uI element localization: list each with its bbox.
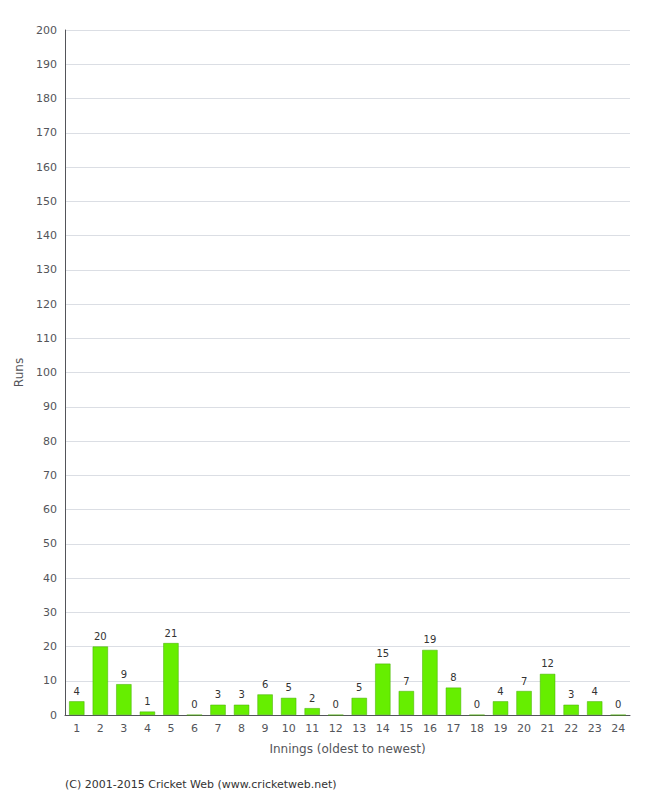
svg-text:110: 110	[36, 332, 57, 345]
svg-text:100: 100	[36, 366, 57, 379]
svg-text:6: 6	[262, 679, 268, 690]
svg-text:0: 0	[191, 699, 197, 710]
svg-text:19: 19	[424, 634, 437, 645]
svg-text:1: 1	[73, 722, 80, 735]
svg-text:0: 0	[615, 699, 621, 710]
svg-text:3: 3	[238, 689, 244, 700]
svg-text:8: 8	[450, 672, 456, 683]
svg-text:15: 15	[376, 648, 389, 659]
svg-text:30: 30	[43, 606, 57, 619]
svg-text:1: 1	[144, 696, 150, 707]
svg-text:50: 50	[43, 537, 57, 550]
svg-text:4: 4	[497, 686, 503, 697]
svg-text:22: 22	[564, 722, 578, 735]
svg-text:80: 80	[43, 435, 57, 448]
svg-text:2: 2	[97, 722, 104, 735]
svg-text:19: 19	[494, 722, 508, 735]
svg-text:120: 120	[36, 298, 57, 311]
svg-text:14: 14	[376, 722, 390, 735]
svg-text:0: 0	[474, 699, 480, 710]
svg-text:3: 3	[568, 689, 574, 700]
svg-text:20: 20	[517, 722, 531, 735]
svg-text:21: 21	[165, 628, 178, 639]
svg-text:150: 150	[36, 195, 57, 208]
svg-text:21: 21	[541, 722, 555, 735]
svg-text:24: 24	[611, 722, 625, 735]
svg-text:12: 12	[329, 722, 343, 735]
svg-text:130: 130	[36, 263, 57, 276]
svg-text:5: 5	[167, 722, 174, 735]
svg-text:0: 0	[50, 709, 57, 722]
svg-text:140: 140	[36, 229, 57, 242]
svg-text:7: 7	[403, 676, 409, 687]
svg-text:6: 6	[191, 722, 198, 735]
svg-text:7: 7	[215, 722, 222, 735]
svg-text:90: 90	[43, 400, 57, 413]
svg-text:17: 17	[446, 722, 460, 735]
svg-text:60: 60	[43, 503, 57, 516]
svg-text:12: 12	[541, 658, 554, 669]
svg-text:200: 200	[36, 24, 57, 37]
svg-text:7: 7	[521, 676, 527, 687]
svg-text:(C) 2001-2015 Cricket Web (www: (C) 2001-2015 Cricket Web (www.cricketwe…	[65, 778, 337, 791]
svg-text:13: 13	[352, 722, 366, 735]
svg-text:9: 9	[121, 669, 127, 680]
svg-text:170: 170	[36, 126, 57, 139]
svg-text:16: 16	[423, 722, 437, 735]
svg-text:190: 190	[36, 58, 57, 71]
svg-text:23: 23	[588, 722, 602, 735]
svg-text:5: 5	[356, 682, 362, 693]
svg-text:8: 8	[238, 722, 245, 735]
svg-text:4: 4	[144, 722, 151, 735]
svg-text:20: 20	[94, 631, 107, 642]
svg-text:70: 70	[43, 469, 57, 482]
svg-text:20: 20	[43, 640, 57, 653]
svg-text:40: 40	[43, 572, 57, 585]
svg-text:5: 5	[285, 682, 291, 693]
svg-text:180: 180	[36, 92, 57, 105]
svg-text:18: 18	[470, 722, 484, 735]
svg-text:9: 9	[262, 722, 269, 735]
svg-text:160: 160	[36, 161, 57, 174]
svg-text:3: 3	[120, 722, 127, 735]
svg-text:15: 15	[399, 722, 413, 735]
svg-text:11: 11	[305, 722, 319, 735]
svg-text:2: 2	[309, 693, 315, 704]
svg-text:0: 0	[333, 699, 339, 710]
svg-text:Runs: Runs	[12, 358, 26, 387]
svg-text:Innings (oldest to newest): Innings (oldest to newest)	[269, 742, 425, 756]
svg-text:10: 10	[43, 674, 57, 687]
svg-text:4: 4	[592, 686, 598, 697]
svg-text:10: 10	[282, 722, 296, 735]
svg-text:4: 4	[74, 686, 80, 697]
svg-text:3: 3	[215, 689, 221, 700]
